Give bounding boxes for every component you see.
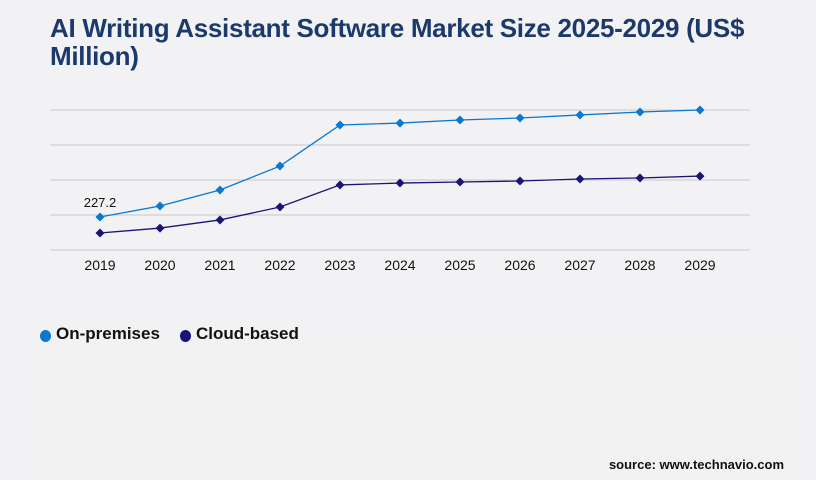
- legend-label: Cloud-based: [195, 324, 299, 343]
- x-tick-label: 2029: [684, 257, 715, 273]
- background-panel: [30, 345, 790, 470]
- x-tick-label: 2023: [324, 257, 355, 273]
- data-point: [695, 105, 705, 115]
- x-tick-label: 2021: [204, 257, 235, 273]
- data-point: [95, 228, 105, 238]
- x-tick-label: 2022: [264, 257, 295, 273]
- x-tick-label: 2026: [504, 257, 535, 273]
- data-label: 227.2: [84, 195, 117, 210]
- data-point: [95, 212, 105, 222]
- legend: On-premises Cloud-based: [40, 324, 299, 344]
- data-point: [275, 202, 285, 212]
- source-note: source: www.technavio.com: [608, 457, 784, 472]
- data-point: [275, 161, 285, 171]
- data-point: [575, 110, 585, 120]
- legend-marker-icon: [179, 330, 191, 342]
- data-point: [395, 118, 405, 128]
- data-point: [635, 173, 645, 183]
- data-point: [215, 185, 225, 195]
- data-point: [455, 177, 465, 187]
- data-point: [515, 113, 525, 123]
- data-point: [515, 176, 525, 186]
- data-point: [155, 201, 165, 211]
- chart-title: AI Writing Assistant Software Market Siz…: [50, 13, 745, 71]
- legend-item-on-premises[interactable]: On-premises: [40, 324, 160, 344]
- x-tick-label: 2027: [564, 257, 595, 273]
- x-tick-label: 2025: [444, 257, 475, 273]
- data-point: [395, 178, 405, 188]
- legend-marker-icon: [40, 330, 51, 342]
- legend-item-cloud-based[interactable]: Cloud-based: [179, 324, 299, 344]
- x-tick-label: 2019: [84, 257, 115, 273]
- x-tick-label: 2020: [144, 257, 175, 273]
- x-tick-label: 2024: [384, 257, 415, 273]
- data-point: [335, 120, 345, 130]
- data-point: [695, 171, 705, 181]
- data-point: [635, 107, 645, 117]
- legend-label: On-premises: [56, 324, 160, 343]
- data-point: [215, 215, 225, 225]
- x-tick-label: 2028: [624, 257, 655, 273]
- data-point: [455, 115, 465, 125]
- data-point: [575, 174, 585, 184]
- data-point: [335, 180, 345, 190]
- data-point: [155, 223, 165, 233]
